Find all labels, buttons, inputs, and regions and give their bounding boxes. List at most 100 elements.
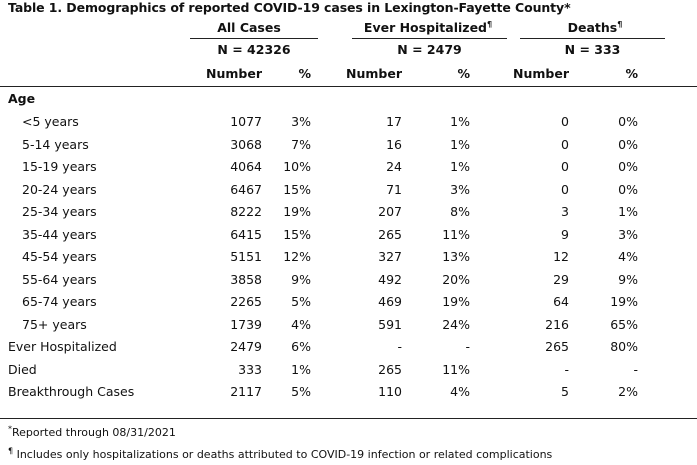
table-title-text: Table 1. Demographics of reported COVID-… [8,0,565,15]
table-cell: 0 [561,114,569,129]
table-cell: 110 [378,384,402,399]
table-cell: 492 [378,271,402,287]
table-title: Table 1. Demographics of reported COVID-… [8,0,571,15]
table-cell: 1% [450,159,470,174]
table-cell: 2265 [230,294,262,309]
table-cell: 0% [618,114,638,129]
table-cell: 3% [450,181,470,197]
table-cell: 71 [386,181,402,197]
table-cell: 5% [291,384,311,399]
footnote-text: Includes only hospitalizations or deaths… [13,448,553,461]
group-header-mark: ¶ [487,19,493,29]
table-cell: 7% [291,136,311,152]
row-label: Died [8,361,37,377]
table-cell: 2117 [230,384,262,399]
table-cell: 1% [618,204,638,219]
table-cell: 29 [553,271,569,287]
table-cell: 2% [618,384,638,399]
row-label: 75+ years [22,316,87,332]
table-cell: 265 [378,361,402,377]
row-label: 20-24 years [22,181,97,197]
group-header-deaths: Deaths¶ [530,20,660,35]
group-header-label: All Cases [217,20,281,35]
table-cell: 6% [291,339,311,354]
group-underline-all-cases [190,38,318,39]
table-cell: 0% [618,159,638,174]
header-divider [0,86,697,87]
table-cell: 16 [386,136,402,152]
table-cell: 15% [283,181,311,197]
table-cell: 3 [561,204,569,219]
table-cell: 6467 [230,181,262,197]
group-n-all-cases: N = 42326 [217,42,291,57]
table-cell: 9% [291,271,311,287]
table-cell: 12 [553,249,569,264]
row-label: 5-14 years [22,136,89,152]
table-cell: - [397,339,402,354]
table-cell: 1% [291,361,311,377]
group-header-label: Deaths [567,20,618,35]
subheader-percent: % [298,66,311,81]
table-cell: 5 [561,384,569,399]
table-cell: 19% [610,294,638,309]
subheader-percent: % [457,66,470,81]
group-header-all-cases: All Cases [190,20,308,35]
table-cell: 64 [553,294,569,309]
table-cell: 327 [378,249,402,264]
table-cell: 1077 [230,114,262,129]
table-cell: 11% [442,361,470,377]
table-cell: 3% [291,114,311,129]
table-cell: 5151 [230,249,262,264]
table-cell: - [564,361,569,377]
table-cell: 1% [450,136,470,152]
footnote-mark: ¶ [8,446,14,456]
table-cell: 0 [561,159,569,174]
table-cell: 0% [618,136,638,152]
table-cell: 8222 [230,204,262,219]
group-header-label: Ever Hospitalized [363,20,487,35]
table-cell: 80% [610,339,638,354]
footnote-attribution: ¶ Includes only hospitalizations or deat… [8,446,553,461]
table-cell: 207 [378,204,402,219]
title-footnote-mark: * [564,0,571,15]
table-cell: 4% [291,316,311,332]
footer-divider [0,418,697,419]
group-header-ever-hospitalized: Ever Hospitalized¶ [348,20,508,35]
subheader-number: Number [346,66,402,81]
table-cell: 265 [378,226,402,242]
table-cell: - [633,361,638,377]
table-cell: 20% [442,271,470,287]
row-label: 45-54 years [22,249,97,264]
row-label: 15-19 years [22,159,97,174]
row-label: 55-64 years [22,271,97,287]
table-cell: 3068 [230,136,262,152]
subheader-percent: % [625,66,638,81]
section-label-age: Age [8,91,36,106]
table-cell: - [465,339,470,354]
table-cell: 24% [442,316,470,332]
group-n-ever-hospitalized: N = 2479 [397,42,462,57]
table-cell: 19% [283,204,311,219]
group-underline-ever-hospitalized [352,38,507,39]
table-cell: 0 [561,136,569,152]
footnote-mark: * [8,424,12,434]
table-cell: 4% [618,249,638,264]
group-header-mark: ¶ [617,19,623,29]
table-cell: 0 [561,181,569,197]
table-cell: 19% [442,294,470,309]
table-cell: 24 [386,159,402,174]
table-cell: 1739 [230,316,262,332]
footnote-reported-through: *Reported through 08/31/2021 [8,424,176,439]
table-cell: 591 [378,316,402,332]
subheader-number: Number [513,66,569,81]
row-label: Ever Hospitalized [8,339,117,354]
table-cell: 9 [561,226,569,242]
table-cell: 15% [283,226,311,242]
table-cell: 0% [618,181,638,197]
table-cell: 469 [378,294,402,309]
table-cell: 11% [442,226,470,242]
table-cell: 9% [618,271,638,287]
row-label: <5 years [22,114,79,129]
table-cell: 17 [386,114,402,129]
table-cell: 4% [450,384,470,399]
